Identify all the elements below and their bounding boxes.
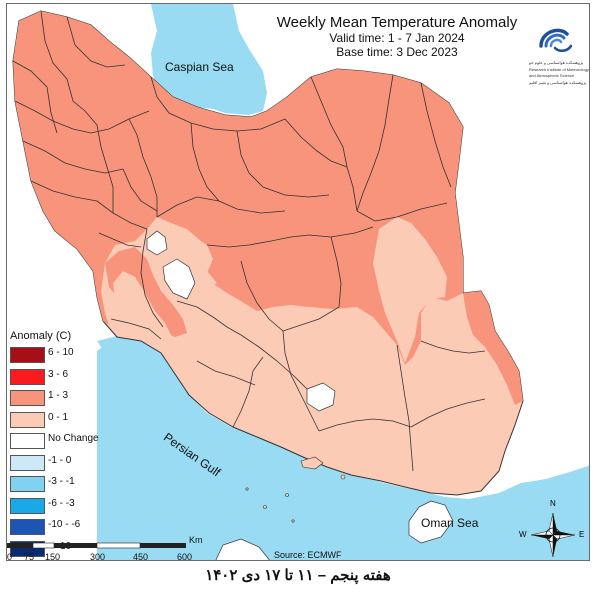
legend-item: -6 - -3 xyxy=(7,497,107,519)
legend-swatch xyxy=(10,411,45,428)
anomaly-zone-southeast xyxy=(463,291,523,405)
legend-swatch xyxy=(10,347,45,363)
no-change-patch-1 xyxy=(146,230,168,256)
anomaly-zone-southwest xyxy=(105,247,187,337)
scale-tick-600: 600 xyxy=(177,552,193,561)
week-caption: هفته پنجم – ۱۱ تا ۱۷ دی ۱۴۰۲ xyxy=(205,567,391,584)
no-change-patch-3 xyxy=(306,382,336,412)
scale-unit: Km xyxy=(189,535,203,545)
logo-line-3: and Atmospheric Science xyxy=(529,73,575,78)
no-change-patch-2 xyxy=(162,258,196,300)
legend-item: 1 - 3 xyxy=(7,389,107,411)
compass-icon xyxy=(530,512,576,558)
scale-tick-450: 450 xyxy=(133,552,149,561)
gulf-islands xyxy=(245,456,346,523)
compass-s: S xyxy=(550,559,555,560)
legend-label: No Change xyxy=(48,433,99,444)
musandam-coast xyxy=(408,500,454,544)
gulf-water xyxy=(97,337,589,560)
valid-time: Valid time: 1 - 7 Jan 2024 xyxy=(329,31,465,45)
scale-tick-75: 75 xyxy=(24,552,35,561)
legend-label: 1 - 3 xyxy=(48,390,69,401)
legend-label: 3 - 6 xyxy=(48,368,69,380)
caspian-sea xyxy=(151,4,267,115)
scale-tick-150: 150 xyxy=(45,552,61,561)
legend-item: 3 - 6 xyxy=(7,368,107,390)
legend-swatch xyxy=(10,476,45,492)
base-time: Base time: 3 Dec 2023 xyxy=(336,45,458,59)
legend-label: 0 - 1 xyxy=(48,411,69,423)
legend-title: Anomaly (C) xyxy=(10,330,72,342)
logo-line-2: Research Institute of Meteorology xyxy=(529,67,589,72)
legend-item: 6 - 10 xyxy=(7,346,107,368)
province-borders xyxy=(12,10,486,472)
scale-tick-0: 0 xyxy=(7,552,13,561)
compass-rose: N S W E xyxy=(519,499,584,560)
legend-label: -1 - 0 xyxy=(48,454,72,466)
caspian-sea-label: Caspian Sea xyxy=(165,60,234,74)
scale-tick-300: 300 xyxy=(90,552,106,561)
scale-bar xyxy=(7,542,186,549)
light-patch-southwest xyxy=(113,271,171,335)
legend-swatch xyxy=(10,390,45,406)
legend-item: No Change xyxy=(7,432,107,454)
legend-label: -3 - -1 xyxy=(48,476,75,487)
logo-line-4: پژوهشکده هواشناسی و تغییر اقلیم xyxy=(529,80,587,85)
legend-label: 6 - 10 xyxy=(48,347,74,358)
legend: Anomaly (C) 6 - 10 3 - 6 1 - 3 0 - 1 No … xyxy=(7,330,107,560)
title-block: Weekly Mean Temperature Anomaly Valid ti… xyxy=(247,14,547,59)
legend-label: -6 - -3 xyxy=(48,497,75,509)
map-frame: پژوهشکده هواشناسی و علوم جو Research Ins… xyxy=(6,3,590,561)
legend-swatch xyxy=(10,433,45,449)
organization-swirl-logo-icon xyxy=(539,28,573,52)
legend-item: 0 - 1 xyxy=(7,411,107,433)
legend-label: -10 - -6 xyxy=(48,519,81,530)
compass-e: E xyxy=(579,530,585,539)
data-source: Source: ECMWF xyxy=(274,550,342,560)
legend-swatch xyxy=(10,497,45,514)
legend-item: -10 - -6 xyxy=(7,518,107,540)
anomaly-zone-north xyxy=(13,11,463,365)
oman-sea-label: Oman Sea xyxy=(421,516,479,530)
compass-n: N xyxy=(550,499,556,508)
anomaly-map xyxy=(12,4,589,560)
legend-item: -3 - -1 xyxy=(7,475,107,497)
logo-line-1: پژوهشکده هواشناسی و علوم جو xyxy=(529,60,584,65)
legend-swatch xyxy=(10,519,45,535)
light-patch-west xyxy=(157,223,217,291)
light-patch-center-east xyxy=(373,217,447,363)
organization-logo: پژوهشکده هواشناسی و علوم جو Research Ins… xyxy=(527,22,589,102)
map-title: Weekly Mean Temperature Anomaly xyxy=(276,14,518,31)
oman-coast xyxy=(215,538,270,560)
legend-item: -1 - 0 xyxy=(7,454,107,476)
legend-swatch xyxy=(10,454,45,471)
compass-w: W xyxy=(519,530,527,539)
legend-swatch xyxy=(10,368,45,385)
